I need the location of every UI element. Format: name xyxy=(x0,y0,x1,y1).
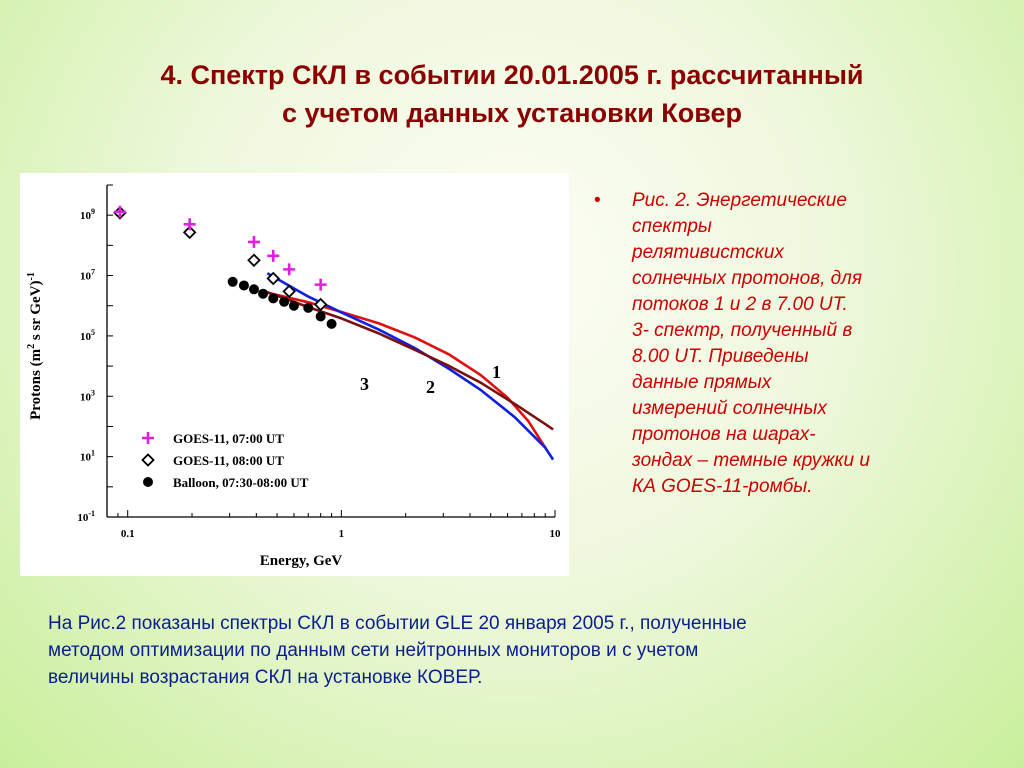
data-point-diamond xyxy=(313,297,328,312)
y-axis-label: Protons (m2 s sr GeV)-1 xyxy=(26,272,44,420)
slide-title: 4. Спектр СКЛ в событии 20.01.2005 г. ра… xyxy=(0,56,1024,132)
data-point-circle xyxy=(258,288,269,299)
caption-line: спектры xyxy=(632,216,712,237)
x-tick-label: 1 xyxy=(339,528,345,540)
summary-note: На Рис.2 показаны спектры СКЛ в событии … xyxy=(48,610,998,691)
data-point-plus xyxy=(183,218,196,231)
slide-title-line-1: 4. Спектр СКЛ в событии 20.01.2005 г. ра… xyxy=(160,60,864,90)
caption-line: потоков 1 и 2 в 7.00 UT. xyxy=(632,294,848,315)
figure-caption: • Рис. 2. Энергетические спектры релятив… xyxy=(594,188,994,500)
y-tick-label: 105 xyxy=(80,328,95,343)
x-axis-label: Energy, GeV xyxy=(260,553,343,569)
data-point-circle xyxy=(315,311,326,322)
data-point-plus xyxy=(113,205,126,218)
caption-line: зондах – темные кружки и xyxy=(632,450,870,471)
note-line: величины возрастания СКЛ на установке КО… xyxy=(48,667,483,688)
caption-line: солнечных протонов, для xyxy=(632,268,863,289)
y-tick-label: 103 xyxy=(80,388,95,403)
data-point-circle xyxy=(227,276,238,287)
data-point-diamond xyxy=(282,284,296,299)
caption-line: КА GOES-11-ромбы. xyxy=(632,476,813,497)
data-point-diamond xyxy=(182,225,197,240)
y-tick-label: 107 xyxy=(80,268,95,283)
data-point-circle xyxy=(279,296,290,307)
legend-marker-circle xyxy=(143,477,153,487)
caption-text: Рис. 2. Энергетические спектры релятивис… xyxy=(632,188,994,500)
data-point-circle xyxy=(268,293,279,304)
curve-3 xyxy=(266,290,554,431)
legend-label: GOES-11, 08:00 UT xyxy=(173,453,284,468)
data-point-circle xyxy=(248,284,259,295)
curve-1 xyxy=(267,291,547,449)
y-tick-label: 109 xyxy=(80,207,95,222)
caption-line: 3- спектр, полученный в xyxy=(632,320,853,341)
data-point-plus xyxy=(267,249,280,262)
note-line: методом оптимизации по данным сети нейтр… xyxy=(48,640,699,661)
data-point-circle xyxy=(238,280,249,291)
data-point-plus xyxy=(314,278,327,291)
caption-line: данные прямых xyxy=(632,372,772,393)
curve-label-1: 1 xyxy=(492,362,501,382)
x-tick-label: 0.1 xyxy=(121,528,135,540)
caption-line: релятивистских xyxy=(632,242,784,263)
y-tick-label: 101 xyxy=(80,449,95,464)
data-point-diamond xyxy=(247,253,261,268)
data-point-circle xyxy=(326,318,337,329)
note-line: На Рис.2 показаны спектры СКЛ в событии … xyxy=(48,613,747,634)
data-point-diamond xyxy=(266,271,281,286)
data-point-plus xyxy=(283,263,296,276)
data-point-circle xyxy=(303,302,314,313)
caption-line: измерений солнечных xyxy=(632,398,827,419)
legend-marker-plus xyxy=(142,432,154,444)
curve-label-3: 3 xyxy=(360,374,369,394)
spectrum-chart: 0.1 1 10 10-1 101 103 105 107 109 Energy, GeV Prot… xyxy=(20,173,569,576)
y-tick-label: 10-1 xyxy=(77,509,95,524)
caption-line: Рис. 2. Энергетические xyxy=(632,190,847,211)
caption-line: протонов на шарах- xyxy=(632,424,816,445)
curve-label-2: 2 xyxy=(426,377,435,397)
x-tick-label: 10 xyxy=(550,528,562,540)
caption-bullet: • xyxy=(594,190,601,211)
data-point-plus xyxy=(247,235,260,248)
legend-label: Balloon, 07:30-08:00 UT xyxy=(173,475,309,490)
spectrum-chart-svg: 0.1 1 10 10-1 101 103 105 107 109 Energy, GeV Prot… xyxy=(26,184,562,569)
caption-line: 8.00 UT. Приведены xyxy=(632,346,809,367)
legend-label: GOES-11, 07:00 UT xyxy=(173,431,284,446)
legend-marker-diamond xyxy=(141,453,155,467)
slide-title-line-2: с учетом данных установки Ковер xyxy=(281,98,743,128)
curve-2 xyxy=(266,272,555,461)
data-point-circle xyxy=(288,300,299,311)
